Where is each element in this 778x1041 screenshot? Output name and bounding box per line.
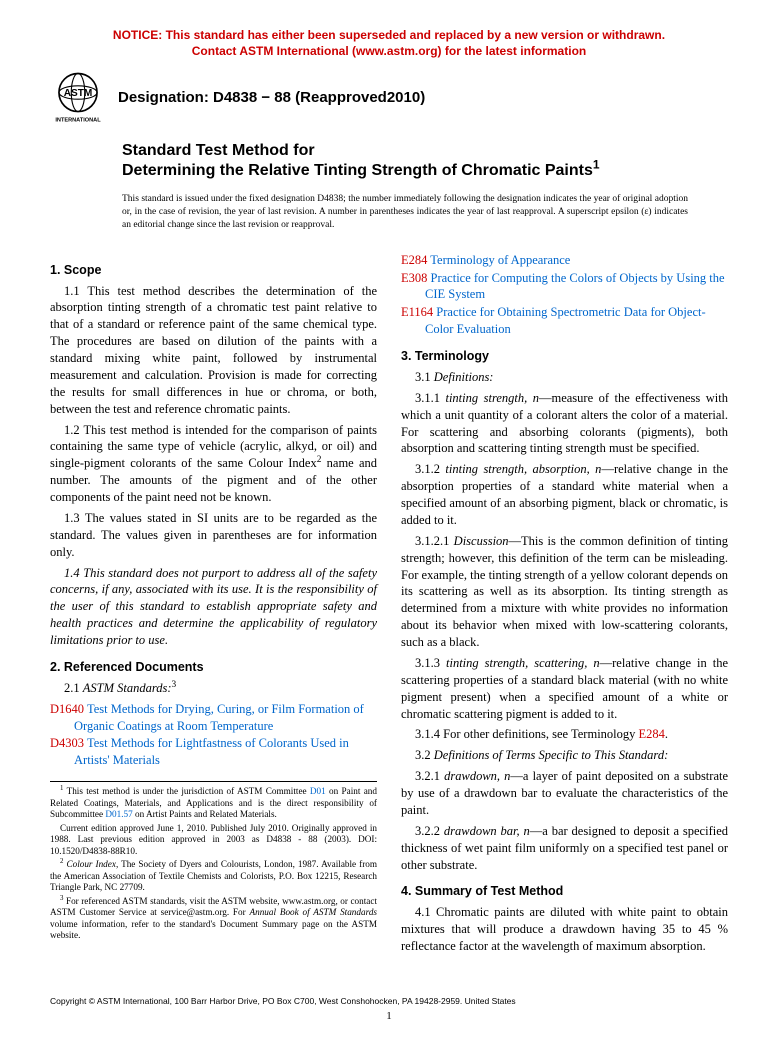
para-3-1-2-1: 3.1.2.1 Discussion—This is the common de…: [401, 533, 728, 651]
ref-text[interactable]: Test Methods for Drying, Curing, or Film…: [74, 702, 364, 733]
notice-line1: NOTICE: This standard has either been su…: [113, 28, 665, 42]
fn3b: volume information, refer to the standar…: [50, 919, 377, 941]
para-3-1-1: 3.1.1 tinting strength, n—measure of the…: [401, 390, 728, 458]
num: 3.2.2: [415, 824, 444, 838]
ref-e1164: E1164 Practice for Obtaining Spectrometr…: [401, 304, 728, 338]
logo-bottom-text: INTERNATIONAL: [55, 118, 101, 124]
term: tinting strength, scattering, n: [446, 656, 600, 670]
para-3-2: 3.2 Definitions of Terms Specific to Thi…: [401, 747, 728, 764]
para-2-1-ital: ASTM Standards:: [83, 681, 172, 695]
s3-1-4a: 3.1.4 For other definitions, see Termino…: [415, 727, 639, 741]
ref-text[interactable]: Terminology of Appearance: [430, 253, 570, 267]
ref-text[interactable]: Test Methods for Lightfastness of Colora…: [74, 736, 349, 767]
ref-code[interactable]: E308: [401, 271, 427, 285]
para-1-2: 1.2 This test method is intended for the…: [50, 422, 377, 506]
footnote-3: 3 For referenced ASTM standards, visit t…: [50, 896, 377, 942]
summary-heading: 4. Summary of Test Method: [401, 883, 728, 900]
fn3-ital: Annual Book of ASTM Standards: [250, 907, 378, 917]
num: 3.1.2: [415, 462, 445, 476]
body-columns: 1. Scope 1.1 This test method describes …: [50, 252, 728, 959]
footnotes: 1 This test method is under the jurisdic…: [50, 781, 377, 942]
fn1-link1[interactable]: D01: [310, 786, 326, 796]
para-3-1-2: 3.1.2 tinting strength, absorption, n—re…: [401, 461, 728, 529]
para-1-1: 1.1 This test method describes the deter…: [50, 283, 377, 418]
designation: Designation: D4838 − 88 (Reapproved2010): [118, 89, 425, 106]
copyright: Copyright © ASTM International, 100 Barr…: [50, 996, 516, 1006]
body: —This is the common definition of tintin…: [401, 534, 728, 649]
page-number: 1: [0, 1010, 778, 1022]
para-3-1: 3.1 Definitions:: [401, 369, 728, 386]
ref-d4303: D4303 Test Methods for Lightfastness of …: [50, 735, 377, 769]
s3-1-ital: Definitions:: [434, 370, 494, 384]
refdocs-heading: 2. Referenced Documents: [50, 659, 377, 676]
title-sup: 1: [593, 158, 600, 172]
para-3-2-2: 3.2.2 drawdown bar, n—a bar designed to …: [401, 823, 728, 874]
notice-line2: Contact ASTM International (www.astm.org…: [192, 44, 586, 58]
ref-code[interactable]: E1164: [401, 305, 433, 319]
footnote-1: 1 This test method is under the jurisdic…: [50, 786, 377, 821]
para-1-3: 1.3 The values stated in SI units are to…: [50, 510, 377, 561]
left-column: 1. Scope 1.1 This test method describes …: [50, 252, 377, 959]
term: drawdown, n: [444, 769, 510, 783]
term: tinting strength, absorption, n: [445, 462, 601, 476]
notice-banner: NOTICE: This standard has either been su…: [50, 28, 728, 59]
page: NOTICE: This standard has either been su…: [0, 0, 778, 1028]
fn1c: on Artist Paints and Related Materials.: [133, 809, 277, 819]
term: tinting strength, n: [445, 391, 539, 405]
num: 3.1.2.1: [415, 534, 454, 548]
num: 3.1.3: [415, 656, 446, 670]
terminology-heading: 3. Terminology: [401, 348, 728, 365]
footnote-2: 2 Colour Index, The Society of Dyers and…: [50, 859, 377, 894]
ref-text[interactable]: Practice for Obtaining Spectrometric Dat…: [425, 305, 706, 336]
link-e284[interactable]: E284: [639, 727, 665, 741]
ref-d1640: D1640 Test Methods for Drying, Curing, o…: [50, 701, 377, 735]
term: Discussion: [454, 534, 509, 548]
para-3-1-3: 3.1.3 tinting strength, scattering, n—re…: [401, 655, 728, 723]
fn2-ital: Colour Index: [66, 859, 115, 869]
s3-1-num: 3.1: [415, 370, 434, 384]
num: 3.2.1: [415, 769, 444, 783]
ref-e308: E308 Practice for Computing the Colors o…: [401, 270, 728, 304]
logo-top-text: ASTM: [64, 88, 93, 99]
ref-text[interactable]: Practice for Computing the Colors of Obj…: [425, 271, 725, 302]
issuance-note: This standard is issued under the fixed …: [122, 193, 688, 231]
term: drawdown bar, n: [444, 824, 530, 838]
title-block: Standard Test Method for Determining the…: [122, 141, 728, 181]
ref-code[interactable]: D1640: [50, 702, 84, 716]
ref-e284: E284 Terminology of Appearance: [401, 252, 728, 269]
scope-heading: 1. Scope: [50, 262, 377, 279]
para-2-1: 2.1 ASTM Standards:3: [50, 680, 377, 697]
title-main-text: Determining the Relative Tinting Strengt…: [122, 162, 593, 179]
para-3-1-4: 3.1.4 For other definitions, see Termino…: [401, 726, 728, 743]
ital: Definitions of Terms Specific to This St…: [434, 748, 669, 762]
footnote-1d: Current edition approved June 1, 2010. P…: [50, 823, 377, 858]
s3-1-4b: .: [665, 727, 668, 741]
fn1a: This test method is under the jurisdicti…: [63, 786, 309, 796]
title-pre: Standard Test Method for: [122, 141, 728, 161]
title-main: Determining the Relative Tinting Strengt…: [122, 161, 728, 181]
para-4-1: 4.1 Chromatic paints are diluted with wh…: [401, 904, 728, 955]
sup-3: 3: [172, 680, 177, 690]
para-2-1-num: 2.1: [64, 681, 83, 695]
header-row: ASTM INTERNATIONAL Designation: D4838 − …: [50, 69, 728, 125]
astm-logo: ASTM INTERNATIONAL: [50, 69, 106, 125]
fn1-link2[interactable]: D01.57: [105, 809, 132, 819]
num: 3.2: [415, 748, 434, 762]
para-1-4: 1.4 This standard does not purport to ad…: [50, 565, 377, 649]
ref-code[interactable]: E284: [401, 253, 427, 267]
right-column: E284 Terminology of Appearance E308 Prac…: [401, 252, 728, 959]
para-3-2-1: 3.2.1 drawdown, n—a layer of paint depos…: [401, 768, 728, 819]
ref-code[interactable]: D4303: [50, 736, 84, 750]
num: 3.1.1: [415, 391, 445, 405]
